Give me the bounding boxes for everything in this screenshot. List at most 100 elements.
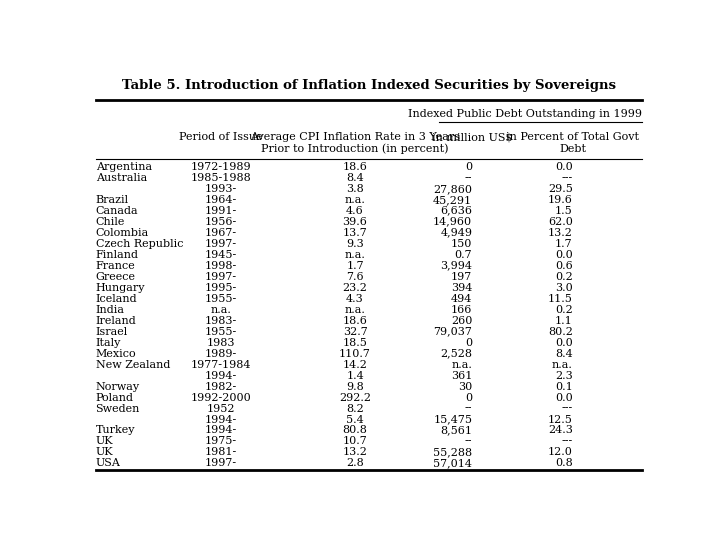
Text: 18.5: 18.5 bbox=[343, 338, 367, 348]
Text: 1952: 1952 bbox=[207, 403, 235, 414]
Text: Czech Republic: Czech Republic bbox=[96, 239, 183, 249]
Text: 3.8: 3.8 bbox=[346, 184, 364, 194]
Text: 18.6: 18.6 bbox=[343, 162, 367, 172]
Text: Turkey: Turkey bbox=[96, 426, 135, 435]
Text: 1995-: 1995- bbox=[205, 282, 238, 293]
Text: 1992-2000: 1992-2000 bbox=[191, 393, 251, 402]
Text: n.a.: n.a. bbox=[345, 249, 366, 260]
Text: Indexed Public Debt Outstanding in 1999: Indexed Public Debt Outstanding in 1999 bbox=[408, 109, 642, 119]
Text: Norway: Norway bbox=[96, 382, 140, 392]
Text: 3,994: 3,994 bbox=[440, 261, 472, 271]
Text: Australia: Australia bbox=[96, 173, 147, 183]
Text: 1997-: 1997- bbox=[205, 458, 237, 469]
Text: 12.5: 12.5 bbox=[548, 415, 572, 424]
Text: 1975-: 1975- bbox=[205, 436, 237, 447]
Text: 2.3: 2.3 bbox=[555, 370, 572, 381]
Text: 4,949: 4,949 bbox=[440, 228, 472, 238]
Text: 1991-: 1991- bbox=[205, 206, 238, 215]
Text: 1964-: 1964- bbox=[205, 195, 238, 205]
Text: n.a.: n.a. bbox=[552, 360, 572, 369]
Text: 1955-: 1955- bbox=[205, 294, 238, 303]
Text: Ireland: Ireland bbox=[96, 315, 136, 326]
Text: 6,636: 6,636 bbox=[440, 206, 472, 215]
Text: 1997-: 1997- bbox=[205, 239, 237, 249]
Text: Poland: Poland bbox=[96, 393, 134, 402]
Text: UK: UK bbox=[96, 436, 113, 447]
Text: 29.5: 29.5 bbox=[548, 184, 572, 194]
Text: 2.8: 2.8 bbox=[346, 458, 364, 469]
Text: 1983-: 1983- bbox=[205, 315, 238, 326]
Text: 1983: 1983 bbox=[207, 338, 235, 348]
Text: 1.7: 1.7 bbox=[346, 261, 364, 271]
Text: 13.7: 13.7 bbox=[343, 228, 367, 238]
Text: 1.4: 1.4 bbox=[346, 370, 364, 381]
Text: 10.7: 10.7 bbox=[343, 436, 367, 447]
Text: 197: 197 bbox=[451, 272, 472, 282]
Text: 13.2: 13.2 bbox=[343, 448, 367, 457]
Text: 23.2: 23.2 bbox=[343, 282, 367, 293]
Text: 79,037: 79,037 bbox=[433, 327, 472, 336]
Text: 39.6: 39.6 bbox=[343, 217, 367, 227]
Text: 110.7: 110.7 bbox=[339, 349, 371, 359]
Text: 1945-: 1945- bbox=[205, 249, 238, 260]
Text: 45,291: 45,291 bbox=[433, 195, 472, 205]
Text: Italy: Italy bbox=[96, 338, 121, 348]
Text: 57,014: 57,014 bbox=[433, 458, 472, 469]
Text: 62.0: 62.0 bbox=[548, 217, 572, 227]
Text: Greece: Greece bbox=[96, 272, 135, 282]
Text: 1.5: 1.5 bbox=[555, 206, 572, 215]
Text: 1994-: 1994- bbox=[205, 426, 238, 435]
Text: France: France bbox=[96, 261, 135, 271]
Text: 80.8: 80.8 bbox=[343, 426, 367, 435]
Text: India: India bbox=[96, 305, 125, 315]
Text: Average CPI Inflation Rate in 3 Years
Prior to Introduction (in percent): Average CPI Inflation Rate in 3 Years Pr… bbox=[250, 132, 460, 154]
Text: 0.0: 0.0 bbox=[555, 338, 572, 348]
Text: 0.0: 0.0 bbox=[555, 162, 572, 172]
Text: 0.2: 0.2 bbox=[555, 305, 572, 315]
Text: 13.2: 13.2 bbox=[548, 228, 572, 238]
Text: 1977-1984: 1977-1984 bbox=[191, 360, 251, 369]
Text: --: -- bbox=[464, 436, 472, 447]
Text: 1967-: 1967- bbox=[205, 228, 237, 238]
Text: 0.0: 0.0 bbox=[555, 249, 572, 260]
Text: 1972-1989: 1972-1989 bbox=[191, 162, 251, 172]
Text: Finland: Finland bbox=[96, 249, 138, 260]
Text: 0: 0 bbox=[465, 338, 472, 348]
Text: Mexico: Mexico bbox=[96, 349, 136, 359]
Text: 1982-: 1982- bbox=[205, 382, 238, 392]
Text: n.a.: n.a. bbox=[451, 360, 472, 369]
Text: 18.6: 18.6 bbox=[343, 315, 367, 326]
Text: 0.6: 0.6 bbox=[555, 261, 572, 271]
Text: n.a.: n.a. bbox=[345, 195, 366, 205]
Text: 394: 394 bbox=[451, 282, 472, 293]
Text: 1985-1988: 1985-1988 bbox=[191, 173, 251, 183]
Text: 4.6: 4.6 bbox=[346, 206, 364, 215]
Text: 9.3: 9.3 bbox=[346, 239, 364, 249]
Text: 14,960: 14,960 bbox=[433, 217, 472, 227]
Text: 1994-: 1994- bbox=[205, 370, 238, 381]
Text: Argentina: Argentina bbox=[96, 162, 152, 172]
Text: USA: USA bbox=[96, 458, 120, 469]
Text: 80.2: 80.2 bbox=[548, 327, 572, 336]
Text: n.a.: n.a. bbox=[211, 305, 232, 315]
Text: --: -- bbox=[464, 403, 472, 414]
Text: 8.4: 8.4 bbox=[346, 173, 364, 183]
Text: 1955-: 1955- bbox=[205, 327, 238, 336]
Text: 1993-: 1993- bbox=[205, 184, 238, 194]
Text: 1956-: 1956- bbox=[205, 217, 238, 227]
Text: 0: 0 bbox=[465, 393, 472, 402]
Text: 2,528: 2,528 bbox=[440, 349, 472, 359]
Text: Colombia: Colombia bbox=[96, 228, 149, 238]
Text: 1994-: 1994- bbox=[205, 415, 238, 424]
Text: 1.7: 1.7 bbox=[555, 239, 572, 249]
Text: Sweden: Sweden bbox=[96, 403, 140, 414]
Text: 361: 361 bbox=[451, 370, 472, 381]
Text: 30: 30 bbox=[458, 382, 472, 392]
Text: 0: 0 bbox=[465, 162, 472, 172]
Text: 4.3: 4.3 bbox=[346, 294, 364, 303]
Text: 1989-: 1989- bbox=[205, 349, 238, 359]
Text: 1981-: 1981- bbox=[205, 448, 238, 457]
Text: in million US$: in million US$ bbox=[432, 132, 513, 142]
Text: New Zealand: New Zealand bbox=[96, 360, 170, 369]
Text: 32.7: 32.7 bbox=[343, 327, 367, 336]
